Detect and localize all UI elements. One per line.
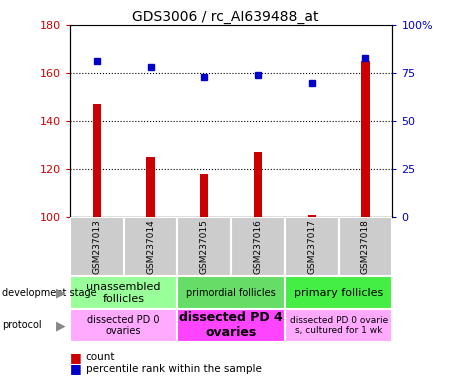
Text: unassembled
follicles: unassembled follicles xyxy=(87,282,161,304)
Bar xyxy=(177,309,285,342)
Bar xyxy=(70,309,177,342)
Bar xyxy=(285,309,392,342)
Text: development stage: development stage xyxy=(2,288,97,298)
Text: count: count xyxy=(86,352,115,362)
Text: primary follicles: primary follicles xyxy=(294,288,383,298)
Bar xyxy=(124,217,177,276)
Text: GDS3006 / rc_AI639488_at: GDS3006 / rc_AI639488_at xyxy=(132,10,319,23)
Text: ■: ■ xyxy=(70,351,82,364)
Bar xyxy=(361,61,369,217)
Text: GSM237018: GSM237018 xyxy=(361,219,370,274)
Bar xyxy=(200,174,208,217)
Text: GSM237013: GSM237013 xyxy=(92,219,101,274)
Text: protocol: protocol xyxy=(2,320,42,331)
Bar xyxy=(308,215,316,217)
Text: ▶: ▶ xyxy=(56,286,66,299)
Bar xyxy=(177,217,231,276)
Text: GSM237017: GSM237017 xyxy=(307,219,316,274)
Bar xyxy=(177,276,285,309)
Text: GSM237016: GSM237016 xyxy=(253,219,262,274)
Bar xyxy=(70,276,177,309)
Text: dissected PD 0
ovaries: dissected PD 0 ovaries xyxy=(87,314,160,336)
Bar xyxy=(231,217,285,276)
Text: ▶: ▶ xyxy=(56,319,66,332)
Bar xyxy=(70,217,124,276)
Text: GSM237015: GSM237015 xyxy=(200,219,209,274)
Text: GSM237014: GSM237014 xyxy=(146,219,155,274)
Bar xyxy=(147,157,155,217)
Bar xyxy=(285,276,392,309)
Bar xyxy=(339,217,392,276)
Bar xyxy=(93,104,101,217)
Text: ■: ■ xyxy=(70,362,82,375)
Bar xyxy=(285,217,339,276)
Bar xyxy=(254,152,262,217)
Text: primordial follicles: primordial follicles xyxy=(186,288,276,298)
Text: percentile rank within the sample: percentile rank within the sample xyxy=(86,364,262,374)
Text: dissected PD 0 ovarie
s, cultured for 1 wk: dissected PD 0 ovarie s, cultured for 1 … xyxy=(290,316,388,335)
Text: dissected PD 4
ovaries: dissected PD 4 ovaries xyxy=(179,311,283,339)
